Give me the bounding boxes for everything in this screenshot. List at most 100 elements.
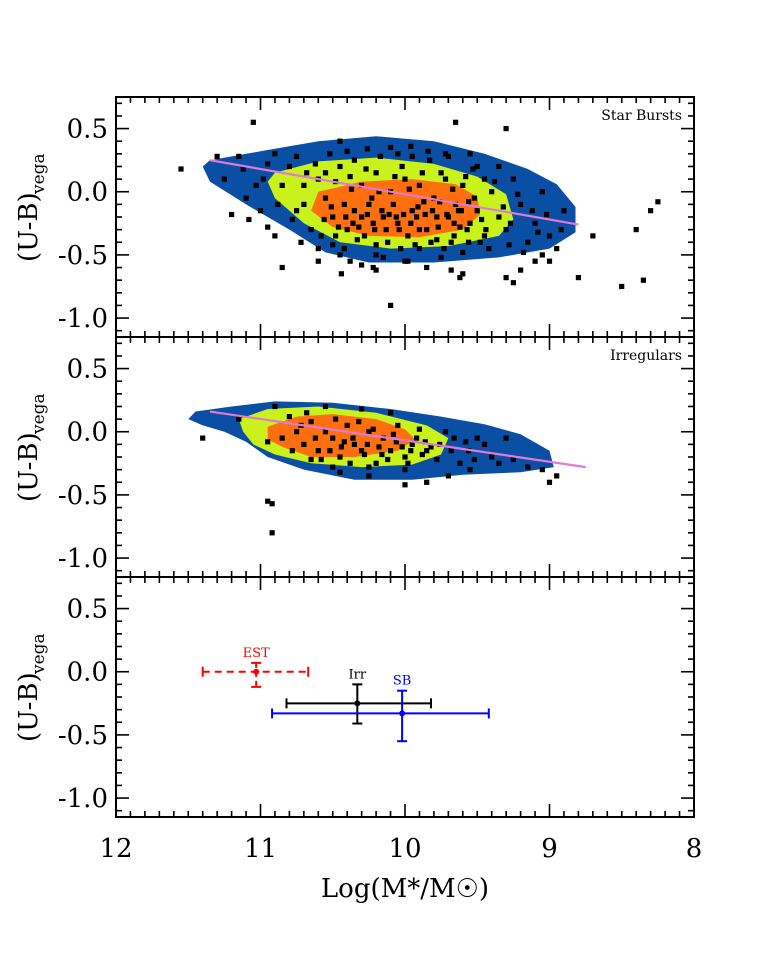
y-tick-label: 0.5 (67, 115, 108, 145)
data-point (272, 403, 278, 410)
fit-line (209, 159, 579, 226)
data-point (435, 224, 441, 230)
data-point (409, 441, 415, 447)
data-point (366, 473, 372, 479)
data-point (359, 406, 365, 412)
panel-star-bursts: 0.5 0.0 -0.5 -1.0 Star Bursts (58, 96, 695, 338)
data-point (364, 441, 370, 447)
data-point (402, 258, 408, 264)
data-point (640, 277, 646, 283)
data-point (437, 441, 443, 447)
data-point (460, 182, 466, 188)
data-point (315, 258, 321, 264)
data-point (304, 170, 310, 176)
data-point (455, 208, 462, 214)
data-point (298, 239, 304, 245)
y-axis-label-subscript: vega (29, 393, 49, 435)
data-point (354, 237, 360, 243)
x-axis-label: Log(M*/M☉) (321, 874, 489, 904)
data-point (366, 429, 372, 435)
data-point (347, 174, 353, 180)
data-point (351, 157, 357, 163)
data-point (535, 229, 541, 235)
x-tick-label: 9 (541, 834, 558, 864)
data-point (366, 464, 372, 470)
data-point (525, 239, 531, 245)
data-point (496, 163, 502, 170)
data-point (575, 275, 581, 281)
y-axis-label-text: (U-B) (14, 672, 44, 742)
data-point (308, 419, 314, 425)
data-point (272, 151, 278, 157)
data-point (503, 227, 509, 233)
y-axis-label-1: (U-B) vega (14, 393, 49, 502)
data-point (520, 249, 527, 255)
data-point (265, 439, 271, 445)
data-point (386, 211, 392, 218)
data-point (330, 214, 336, 220)
data-point (434, 237, 440, 243)
data-point (351, 441, 357, 447)
data-point (341, 246, 347, 252)
plot-frame (115, 576, 695, 818)
data-point (515, 191, 521, 197)
data-point (422, 211, 428, 218)
data-point (405, 258, 411, 264)
data-point (539, 467, 545, 473)
data-point (458, 208, 464, 214)
data-point (448, 239, 454, 245)
panel-irregulars: 0.5 0.0 -0.5 -1.0 Irregulars (58, 336, 695, 578)
data-point (333, 233, 339, 239)
data-point (489, 189, 495, 195)
data-point (467, 467, 473, 473)
data-point (327, 151, 333, 157)
data-point (500, 204, 506, 210)
data-point (466, 239, 472, 245)
data-point (416, 227, 422, 233)
data-point (356, 419, 362, 425)
data-point (398, 246, 404, 252)
data-point (510, 176, 516, 182)
data-point (445, 473, 451, 479)
data-point (496, 460, 502, 466)
data-point (350, 220, 356, 226)
data-point (294, 153, 300, 159)
data-point (457, 275, 463, 281)
data-point (402, 176, 408, 182)
data-point (376, 189, 382, 195)
data-point (481, 233, 488, 239)
data-point (337, 163, 343, 170)
error-point-label: EST (243, 646, 270, 661)
y-tick-label: -0.5 (58, 481, 108, 511)
data-point (399, 444, 405, 450)
data-point (250, 119, 256, 125)
data-point (442, 151, 449, 157)
y-tick-label: 0.0 (67, 658, 108, 688)
data-point (330, 242, 336, 248)
data-point (265, 498, 271, 504)
data-point (489, 454, 495, 460)
data-point (253, 182, 259, 188)
y-tick-label: -0.5 (58, 241, 108, 271)
data-point (395, 220, 401, 226)
data-point (236, 416, 242, 422)
data-point (428, 444, 434, 450)
data-point (335, 224, 342, 230)
data-point (344, 148, 350, 154)
data-point (370, 264, 376, 271)
data-point (327, 448, 333, 454)
data-point (279, 435, 285, 441)
data-point (269, 501, 275, 507)
data-point (496, 214, 502, 220)
data-point (633, 227, 639, 233)
data-point (279, 182, 285, 188)
data-point (648, 208, 654, 214)
data-point (438, 254, 444, 260)
data-point (451, 233, 457, 239)
data-point (486, 246, 492, 252)
error-point-marker (253, 668, 260, 675)
y-axis-label-0: (U-B) vega (14, 153, 49, 262)
data-point (308, 456, 314, 463)
data-point (409, 153, 415, 159)
data-point (467, 220, 473, 226)
